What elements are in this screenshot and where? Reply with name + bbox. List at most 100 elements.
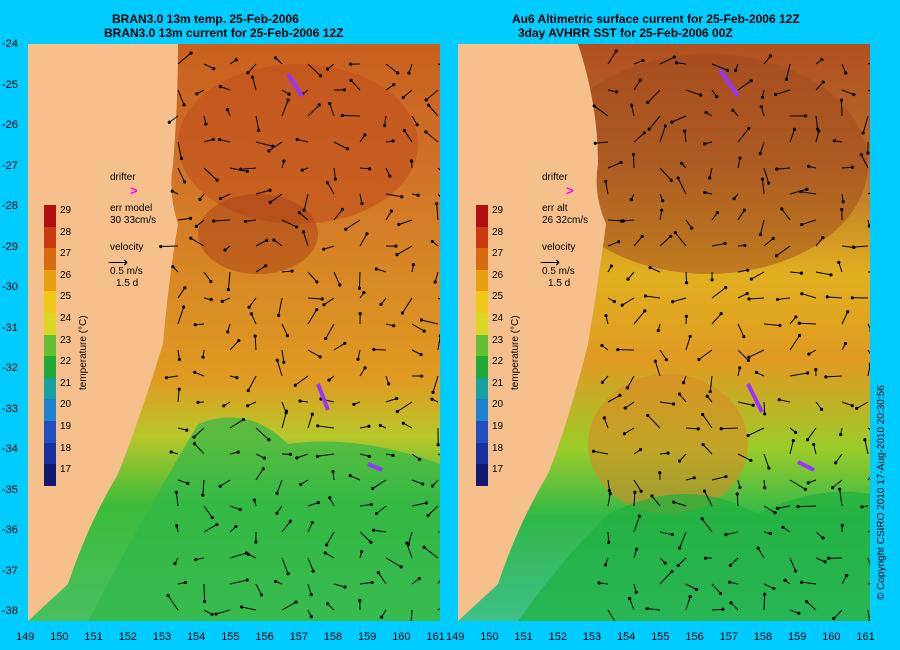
current-arrow-head [666, 451, 670, 455]
current-arrow-head [807, 164, 811, 169]
current-arrow-head [358, 312, 362, 316]
current-arrow [607, 609, 616, 621]
colorbar-tick-label: 24 [492, 313, 504, 324]
current-arrow [425, 131, 439, 143]
current-arrow-head [805, 599, 809, 604]
current-arrow-head [365, 232, 369, 236]
current-arrow [229, 505, 241, 511]
current-arrow-head [315, 280, 319, 284]
current-arrow [711, 476, 727, 481]
current-arrow-head [843, 342, 848, 346]
current-arrow-head [604, 179, 608, 184]
current-arrow-head [797, 321, 801, 325]
current-arrow [607, 50, 617, 65]
current-arrow [833, 609, 843, 619]
lat-tick-label: -26 [2, 119, 18, 131]
current-arrow [659, 235, 672, 247]
current-arrow-head [226, 330, 230, 334]
lon-tick-label: 157 [289, 631, 308, 643]
current-arrow [709, 375, 713, 392]
current-arrow [737, 127, 750, 143]
current-arrow-head [745, 291, 749, 296]
current-arrow [685, 219, 693, 229]
current-arrow-head [294, 600, 298, 604]
lat-tick-label: -38 [2, 605, 18, 617]
current-arrow-head [343, 585, 347, 589]
current-arrow [177, 479, 188, 484]
current-arrow [737, 80, 752, 91]
current-arrow-head [845, 573, 849, 578]
current-arrow [428, 104, 439, 117]
current-arrow [659, 210, 663, 221]
drifter-track-1 [286, 72, 304, 98]
right-drifter-symbol: > [566, 183, 574, 198]
current-arrow-head [265, 238, 269, 242]
current-arrow-head [179, 156, 184, 161]
current-arrow [403, 130, 413, 143]
current-arrow-head [177, 357, 182, 362]
right-err-label: err alt [542, 203, 568, 214]
current-arrow-head [395, 396, 399, 401]
current-arrow-head [723, 241, 727, 246]
current-arrow-head [733, 68, 738, 73]
current-arrow-head [671, 300, 675, 304]
current-arrow [427, 505, 439, 516]
current-arrow [255, 468, 264, 481]
colorbar-tick-label: 23 [492, 334, 504, 346]
current-arrow [220, 86, 231, 91]
current-arrow [776, 245, 791, 257]
current-arrow-head [646, 100, 650, 105]
current-arrow-head [360, 550, 364, 554]
current-arrow-head [388, 174, 392, 178]
current-arrow-head [182, 103, 186, 107]
current-arrow [853, 245, 869, 248]
current-arrow [633, 515, 641, 533]
colorbar-tick-label: 25 [492, 291, 504, 303]
current-arrow-head [647, 127, 651, 131]
current-arrow-head [257, 128, 261, 132]
current-arrow [815, 131, 820, 143]
current-arrow [737, 269, 748, 273]
current-arrow [838, 262, 843, 273]
current-arrow [763, 453, 770, 469]
current-arrow-head [745, 268, 750, 272]
current-arrow-head [844, 71, 848, 75]
current-arrow [645, 295, 661, 299]
left-map-panel [28, 44, 440, 621]
current-arrow-head [758, 151, 762, 156]
current-arrow [711, 583, 721, 594]
colorbar-tick-label: 18 [60, 442, 72, 454]
colorbar-tick-label: 28 [60, 226, 72, 238]
right-velocity-scale: 0.5 m/s [542, 266, 575, 277]
current-arrow [648, 115, 661, 130]
current-arrow-head [633, 490, 637, 494]
current-arrow-head [195, 92, 199, 96]
colorbar-swatch [44, 334, 56, 357]
current-arrow [437, 579, 440, 585]
right-colorbar-label: temperature (°C) [510, 315, 521, 390]
current-arrow-head [616, 348, 620, 352]
current-arrow-head [245, 578, 249, 582]
current-arrow-head [746, 358, 750, 362]
current-arrow [307, 297, 323, 300]
current-arrow [247, 63, 257, 74]
current-arrow [781, 208, 791, 221]
current-arrow-head [325, 181, 330, 185]
left-colorbar-label: temperature (°C) [78, 315, 89, 390]
current-arrow [725, 531, 739, 536]
current-arrow-head [342, 88, 346, 92]
current-arrow [815, 115, 819, 129]
current-arrow-head [316, 501, 320, 505]
current-arrow [177, 307, 185, 325]
current-arrow-head [252, 498, 256, 502]
current-arrow-head [656, 329, 660, 333]
current-arrow [763, 55, 771, 65]
current-arrow-head [430, 239, 434, 244]
current-arrow-head [781, 525, 785, 529]
colorbar-tick-label: 19 [60, 421, 72, 432]
current-arrow-head [288, 452, 293, 456]
current-arrow [359, 504, 372, 507]
current-arrow [864, 439, 869, 455]
current-arrow-head [702, 489, 707, 493]
current-arrow [437, 531, 440, 534]
